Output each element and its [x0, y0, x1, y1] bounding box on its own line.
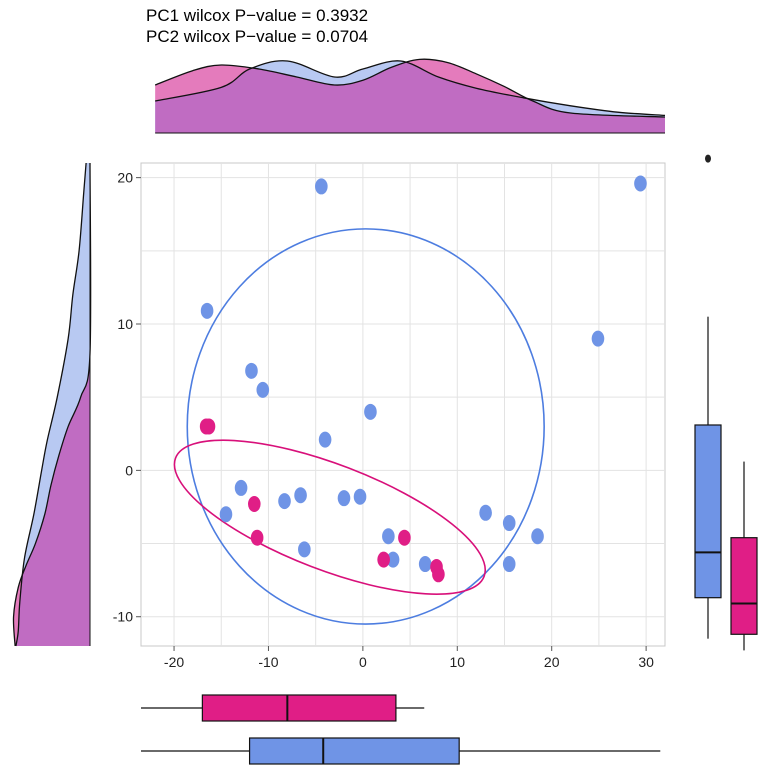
x-tick-label: 10 — [449, 654, 465, 670]
blue-point — [386, 551, 400, 568]
magenta-point — [377, 551, 390, 568]
x-tick-label: -10 — [258, 654, 278, 670]
magenta-point — [202, 418, 216, 435]
blue-point — [298, 541, 311, 558]
blue-point — [591, 330, 605, 347]
scatter-panel — [140, 162, 666, 647]
gridlines — [141, 163, 665, 646]
x-tick-label: 0 — [359, 654, 367, 670]
x-tick-label: -20 — [164, 654, 184, 670]
x-boxplots — [141, 694, 661, 765]
blue-point — [531, 528, 544, 545]
blue-point — [382, 528, 395, 545]
blue-point — [234, 479, 248, 496]
blue-point — [479, 504, 492, 521]
blue-point — [245, 362, 258, 379]
blue-point — [256, 381, 270, 398]
y-tick-label: 20 — [117, 170, 133, 186]
magenta-point — [247, 496, 261, 513]
y-tick-label: 10 — [117, 316, 133, 332]
y-tick-label: 0 — [125, 462, 133, 478]
magenta-ellipse — [173, 439, 487, 595]
blue-point — [318, 431, 332, 448]
blue-point — [337, 490, 351, 507]
blue-point — [502, 556, 516, 573]
blue-point — [418, 556, 432, 573]
pc1-pvalue-label: PC1 wilcox P−value = 0.3932 — [146, 6, 368, 25]
left-density-overlap — [15, 163, 90, 646]
blue-point — [502, 515, 516, 532]
magenta-point — [250, 529, 264, 546]
top-density-plot — [154, 58, 666, 134]
pc2-pvalue-label: PC2 wilcox P−value = 0.0704 — [146, 27, 368, 46]
magenta-point — [432, 566, 445, 583]
magenta-point — [398, 529, 411, 546]
y-box-blue — [694, 424, 722, 599]
blue-point — [353, 488, 367, 505]
data-points — [199, 175, 647, 583]
blue-point — [315, 178, 328, 195]
y-box-blue-outlier — [705, 154, 711, 163]
x-box-magenta — [201, 694, 397, 722]
left-density-blue-line — [15, 162, 87, 647]
left-density-magenta-line — [12, 162, 92, 647]
x-box-blue — [248, 737, 460, 765]
x-tick-label: 20 — [544, 654, 560, 670]
y-tick-label: -10 — [113, 609, 133, 625]
blue-point — [200, 302, 214, 319]
top-density-blue-line — [155, 60, 666, 117]
top-density-magenta-line — [154, 58, 666, 118]
x-tick-label: 30 — [638, 654, 654, 670]
left-density-plot — [12, 162, 92, 647]
blue-point — [294, 487, 307, 504]
top-density-overlap — [155, 60, 665, 133]
blue-point — [634, 175, 647, 192]
blue-point — [364, 403, 377, 420]
blue-point — [219, 506, 233, 523]
blue-point — [278, 493, 291, 510]
panel-background — [140, 162, 666, 647]
axis-ticks: -20 -10 0 10 20 30 -10 0 10 20 — [113, 170, 654, 670]
y-boxplots — [694, 154, 758, 651]
confidence-ellipses — [173, 228, 545, 625]
y-box-magenta — [730, 537, 758, 635]
blue-ellipse — [186, 228, 545, 625]
